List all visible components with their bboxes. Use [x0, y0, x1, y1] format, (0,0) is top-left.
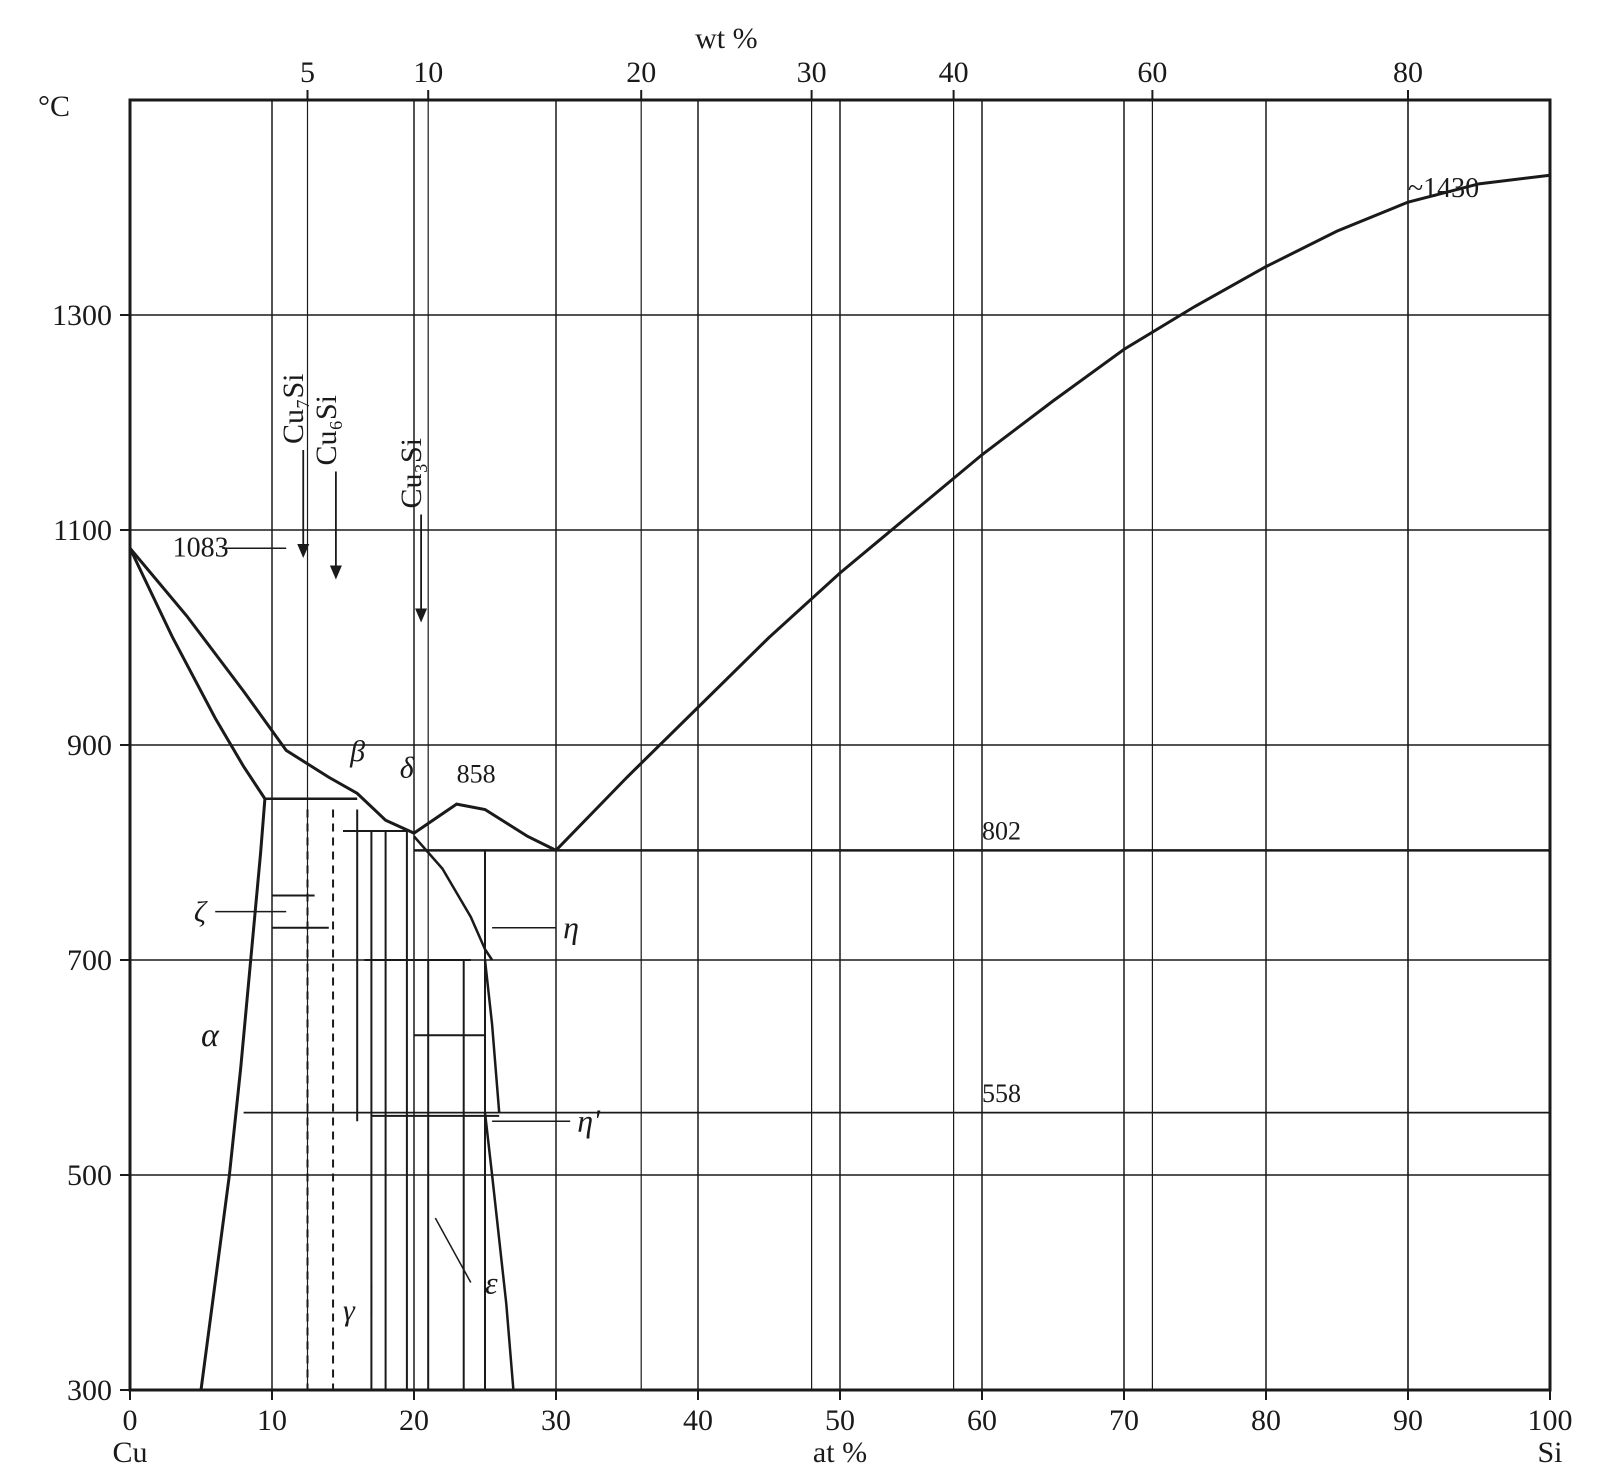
eta-upper — [414, 836, 492, 960]
label-558: 558 — [982, 1079, 1021, 1108]
ytick-label: 700 — [67, 944, 112, 977]
xtick-label: 80 — [1251, 1404, 1281, 1437]
xtick-top-label: 40 — [939, 56, 969, 89]
phase-beta: β — [349, 735, 365, 768]
xtick-label: 60 — [967, 1404, 997, 1437]
xtick-label: 90 — [1393, 1404, 1423, 1437]
compound-cu6si: Cu₆Si — [310, 395, 343, 466]
ytick-label: 300 — [67, 1374, 112, 1407]
label-858: 858 — [457, 760, 496, 789]
phase-epsilon: ε — [485, 1264, 498, 1300]
x-axis-left-end: Cu — [112, 1436, 147, 1469]
xtick-label: 0 — [123, 1404, 138, 1437]
xtick-label: 20 — [399, 1404, 429, 1437]
pointer-eps — [435, 1218, 471, 1283]
liquidus-right — [556, 175, 1550, 850]
solidus-alpha — [130, 548, 265, 798]
phase-alpha: α — [201, 1017, 220, 1054]
alpha-solvus — [201, 799, 265, 1390]
xtick-top-label: 30 — [797, 56, 827, 89]
xtick-label: 30 — [541, 1404, 571, 1437]
x-axis-label-top: wt % — [695, 22, 758, 55]
xtick-label: 10 — [257, 1404, 287, 1437]
eta-prime — [485, 1113, 513, 1390]
x-axis-right-end: Si — [1537, 1436, 1562, 1469]
ytick-label: 1300 — [52, 299, 112, 332]
label-802: 802 — [982, 817, 1021, 846]
xtick-top-label: 80 — [1393, 56, 1423, 89]
label-1430: ~1430 — [1408, 173, 1479, 204]
compound-cu7si: Cu₇Si — [277, 374, 310, 445]
label-1083: 1083 — [173, 532, 229, 563]
compound-cu3si: Cu₃Si — [395, 438, 428, 509]
phase-delta: δ — [400, 751, 415, 784]
phase-eta: η — [563, 909, 579, 945]
xtick-label: 100 — [1528, 1404, 1573, 1437]
phase-zeta: ζ — [194, 896, 208, 929]
phase-gamma: γ — [343, 1294, 356, 1327]
xtick-top-label: 20 — [626, 56, 656, 89]
x-axis-label-bottom: at % — [813, 1436, 867, 1469]
xtick-top-label: 5 — [300, 56, 315, 89]
y-axis-label: °C — [38, 90, 70, 123]
xtick-label: 70 — [1109, 1404, 1139, 1437]
xtick-top-label: 60 — [1137, 56, 1167, 89]
compound-cu6si-arrowhead — [330, 566, 342, 580]
phase-diagram-svg: 0 10 20 30 40 50 60 70 80 90 100 at % Cu Si 5 10 20 30 40 6… — [0, 0, 1612, 1472]
ytick-label: 500 — [67, 1159, 112, 1192]
ytick-label: 900 — [67, 729, 112, 762]
liquidus-left — [130, 548, 556, 850]
xtick-top-label: 10 — [413, 56, 443, 89]
eta-lower — [485, 960, 499, 1113]
ytick-label: 1100 — [53, 514, 112, 547]
xtick-label: 40 — [683, 1404, 713, 1437]
compound-cu3si-arrowhead — [415, 609, 427, 623]
xtick-label: 50 — [825, 1404, 855, 1437]
phase-eta-prime: η' — [577, 1102, 601, 1138]
